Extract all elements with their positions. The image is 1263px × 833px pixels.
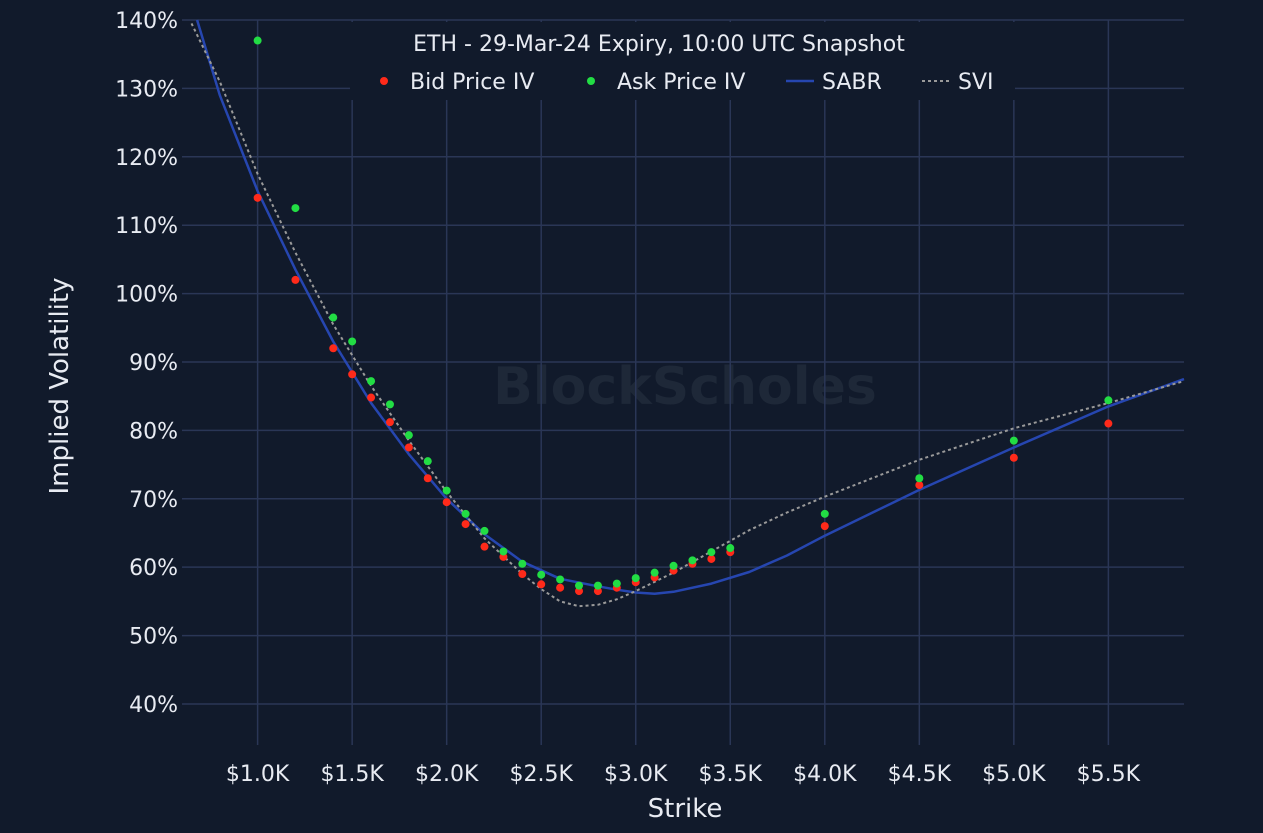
y-tick-label: 50%	[129, 625, 178, 650]
bid-price-iv-point	[915, 481, 924, 490]
ask-price-iv-point	[556, 575, 565, 584]
bid-price-iv-point	[404, 443, 413, 452]
x-tick-label: $3.5K	[699, 762, 763, 787]
ask-price-iv-point	[915, 474, 924, 483]
y-tick-label: 70%	[129, 488, 178, 513]
y-tick-label: 100%	[115, 283, 178, 308]
bid-price-iv-point	[499, 552, 508, 561]
bid-price-iv-point	[253, 193, 262, 202]
sabr-line	[195, 19, 1185, 596]
bid-price-iv-point	[385, 418, 394, 427]
ask-price-iv-point	[348, 337, 357, 346]
bid-price-iv-point	[329, 344, 338, 353]
ask-price-iv-point	[499, 547, 508, 556]
x-axis: $1.0K $1.5K $2.0K $2.5K $3.0K $3.5K $4.0K $4.5K…	[226, 762, 1141, 787]
y-tick-label: 90%	[129, 351, 178, 376]
ask-price-iv-point	[461, 509, 470, 518]
watermark: BlockScholes	[493, 357, 877, 417]
ask-price-iv-point	[650, 568, 659, 577]
ask-price-iv-point	[726, 544, 735, 553]
ask-price-iv-point	[518, 559, 527, 568]
bid-price-iv-point	[480, 542, 489, 551]
ask-price-iv-point	[1009, 436, 1018, 445]
y-tick-label: 120%	[115, 146, 178, 171]
legend-ask-price-iv-label: Ask Price IV	[617, 70, 745, 95]
ask-price-iv-point	[612, 579, 621, 588]
ask-price-iv-point	[593, 581, 602, 590]
bid-price-iv-point	[291, 275, 300, 284]
bid-price-iv-point	[820, 522, 829, 531]
chart-title: ETH - 29-Mar-24 Expiry, 10:00 UTC Snapsh…	[413, 32, 905, 57]
ask-price-iv-point	[688, 556, 697, 565]
legend-background	[350, 22, 1015, 100]
ask-price-iv-point	[631, 574, 640, 583]
ask-price-iv-markers	[253, 36, 1113, 590]
ask-price-iv-point	[442, 486, 451, 495]
ask-price-iv-point	[480, 526, 489, 535]
bid-price-iv-point	[442, 498, 451, 507]
y-axis-title: Implied Volatility	[45, 278, 75, 495]
legend-bid-price-iv-swatch	[380, 77, 388, 85]
bid-price-iv-point	[575, 587, 584, 596]
y-tick-label: 80%	[129, 419, 178, 444]
x-tick-label: $4.5K	[888, 762, 952, 787]
x-tick-label: $3.0K	[604, 762, 668, 787]
ask-price-iv-point	[1104, 396, 1113, 405]
grid	[182, 19, 1184, 745]
bid-price-iv-point	[1104, 419, 1113, 428]
bid-price-iv-point	[556, 583, 565, 592]
x-tick-label: $5.5K	[1077, 762, 1141, 787]
ask-price-iv-point	[707, 548, 716, 557]
bid-price-iv-point	[1009, 453, 1018, 462]
series-layer	[190, 19, 1185, 608]
x-tick-label: $2.0K	[415, 762, 479, 787]
bid-price-iv-point	[423, 474, 432, 483]
y-axis: 40% 50% 60% 70% 80% 90% 100% 110% 120% 130% 140%	[115, 9, 178, 718]
ask-price-iv-point	[367, 377, 376, 386]
bid-price-iv-point	[348, 370, 357, 379]
x-tick-label: $5.0K	[982, 762, 1046, 787]
svi-line	[190, 22, 1185, 608]
x-tick-label: $4.0K	[793, 762, 857, 787]
legend: Bid Price IV Ask Price IV SABR SVI	[380, 70, 994, 95]
bid-price-iv-point	[537, 580, 546, 589]
x-tick-label: $1.5K	[320, 762, 384, 787]
legend-bid-price-iv-label: Bid Price IV	[410, 70, 534, 95]
ask-price-iv-point	[537, 570, 546, 579]
bid-price-iv-point	[707, 554, 716, 563]
ask-price-iv-point	[404, 431, 413, 440]
x-tick-label: $1.0K	[226, 762, 290, 787]
ask-price-iv-point	[575, 581, 584, 590]
legend-ask-price-iv-swatch	[587, 77, 595, 85]
y-tick-label: 130%	[115, 77, 178, 102]
bid-price-iv-point	[461, 520, 470, 529]
legend-sabr-label: SABR	[822, 70, 882, 95]
ask-price-iv-point	[820, 509, 829, 518]
ask-price-iv-point	[253, 36, 262, 45]
ask-price-iv-point	[669, 561, 678, 570]
x-tick-label: $2.5K	[509, 762, 573, 787]
ask-price-iv-point	[329, 313, 338, 322]
y-tick-label: 40%	[129, 693, 178, 718]
bid-price-iv-point	[367, 393, 376, 402]
ask-price-iv-point	[291, 204, 300, 213]
x-axis-title: Strike	[648, 794, 723, 824]
legend-svi-label: SVI	[958, 70, 994, 95]
bid-price-iv-point	[518, 570, 527, 579]
y-tick-label: 60%	[129, 556, 178, 581]
ask-price-iv-point	[423, 457, 432, 466]
bid-price-iv-point	[593, 587, 602, 596]
y-tick-label: 140%	[115, 9, 178, 34]
y-tick-label: 110%	[115, 214, 178, 239]
ask-price-iv-point	[385, 400, 394, 409]
